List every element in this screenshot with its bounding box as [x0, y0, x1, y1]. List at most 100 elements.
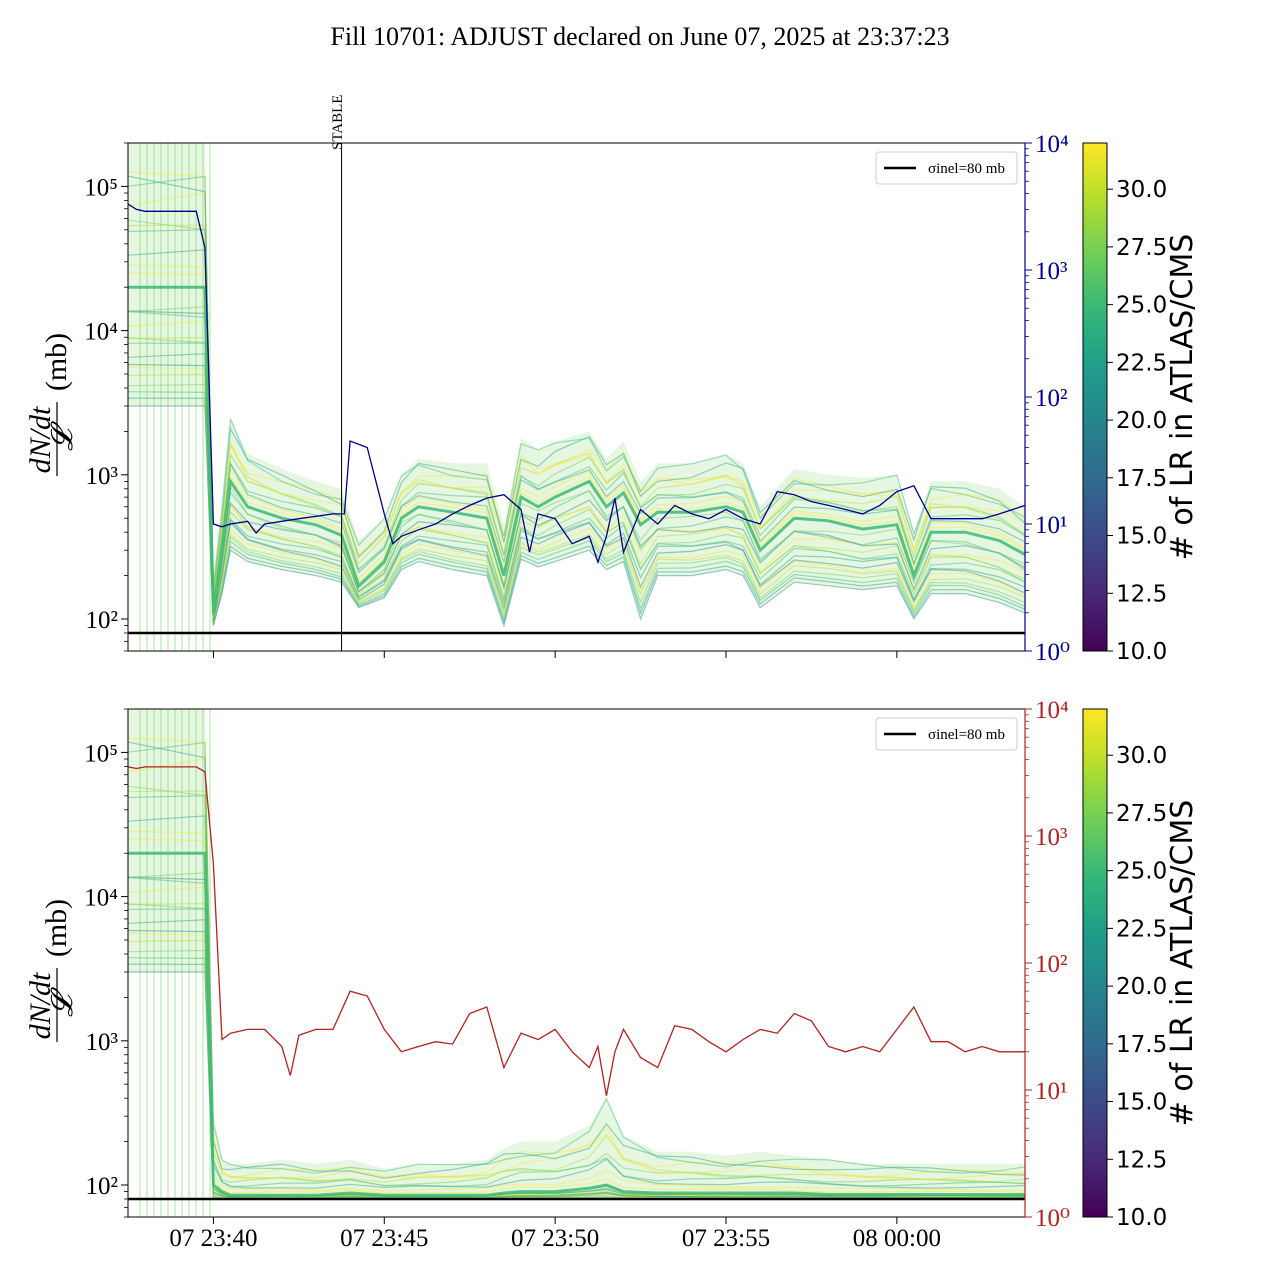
lr-series-line — [128, 397, 1025, 626]
lr-series-line — [128, 830, 1025, 1192]
colorbar-tick-label: 30.0 — [1116, 743, 1167, 769]
bottom-panel: 10² 10³ 10⁴ 10⁵ 10⁰ 10¹ 10² 10³ 10⁴ 07 23:40 07 … — [24, 697, 1070, 1252]
y-tick-label: 10⁵ — [84, 174, 118, 201]
lr-series-line — [128, 175, 1025, 586]
stable-marker: STABLE — [330, 95, 346, 150]
right-y-tick-label: 10³ — [1035, 824, 1068, 851]
right-y-tick-label: 10⁴ — [1035, 697, 1069, 724]
x-tick-label: 07 23:55 — [682, 1225, 770, 1252]
top-legend: σinel=80 mb — [875, 151, 1018, 185]
lr-series-line — [128, 737, 1025, 1179]
lr-series-line — [128, 171, 1025, 593]
lr-series-line — [128, 306, 1025, 615]
x-tick-label: 07 23:50 — [511, 1225, 599, 1252]
lr-series-line — [128, 919, 1025, 1199]
y-tick-label: 10⁴ — [84, 319, 118, 346]
lr-series-line — [128, 366, 1025, 623]
colorbar-tick-label: 30.0 — [1116, 177, 1167, 203]
y-tick-label: 10² — [86, 607, 119, 634]
lr-envelope-band — [128, 143, 1025, 626]
bottom-legend-label: σinel=80 mb — [928, 727, 1005, 743]
right-y-tick-label: 10⁰ — [1035, 1205, 1070, 1232]
colorbar-tick-label: 10.0 — [1116, 639, 1167, 665]
bottom-right-y-ticks: 10⁰ 10¹ 10² 10³ 10⁴ — [1024, 697, 1070, 1232]
colorbar-tick-label: 17.5 — [1116, 1032, 1167, 1058]
y-tick-label: 10² — [86, 1173, 119, 1200]
top-colorbar-ticks: 10.0 12.5 15.0 17.5 20.0 22.5 25.0 27.5 30.0 — [1107, 177, 1167, 665]
bottom-left-y-ticks: 10² 10³ 10⁴ 10⁵ — [84, 708, 128, 1218]
lr-series-center-line — [128, 851, 1025, 1197]
lr-series-line — [128, 192, 1025, 592]
figure-title: Fill 10701: ADJUST declared on June 07, … — [330, 22, 949, 51]
y-tick-label: 10³ — [86, 1029, 119, 1056]
lr-series-line — [128, 758, 1025, 1181]
bottom-colorbar-gradient — [1082, 708, 1108, 1218]
lr-series-line — [128, 373, 1025, 623]
right-axis-series-line — [128, 766, 1025, 1096]
colorbar-tick-label: 27.5 — [1116, 801, 1167, 827]
right-y-tick-label: 10³ — [1035, 258, 1068, 285]
y-tick-label: 10⁴ — [84, 885, 118, 912]
bottom-ylabel-numerator: dN/dt — [24, 972, 57, 1039]
top-colorbar: 10.0 12.5 15.0 17.5 20.0 22.5 25.0 27.5 30.0 # o… — [1082, 142, 1200, 665]
bottom-plot-area — [128, 709, 1025, 1217]
lr-series-line — [128, 838, 1025, 1194]
lr-series-line — [128, 311, 1025, 617]
x-tick-label: 07 23:45 — [340, 1225, 428, 1252]
bottom-colorbar-label: # of LR in ATLAS/CMS — [1165, 800, 1200, 1127]
colorbar-tick-label: 12.5 — [1116, 1147, 1167, 1173]
lr-series-line — [128, 175, 1025, 594]
lr-series-line — [128, 224, 1025, 598]
right-axis-series-line — [128, 203, 1025, 565]
right-y-tick-label: 10¹ — [1035, 1078, 1068, 1105]
bottom-ylabel-unit: (mb) — [40, 899, 73, 957]
top-ylabel-unit: (mb) — [40, 333, 73, 391]
right-y-tick-label: 10² — [1035, 385, 1068, 412]
lr-envelope-band — [128, 709, 1025, 1199]
lr-series-line — [128, 272, 1025, 611]
lr-series-line — [128, 785, 1025, 1187]
top-panel: 10² 10³ 10⁴ 10⁵ 10⁰ 10¹ 10² 10³ 10⁴ dN/dt 𝓛 (mb… — [24, 95, 1070, 666]
bottom-x-ticks: 07 23:40 07 23:45 07 23:50 07 23:55 08 00:00 — [169, 1217, 941, 1252]
lr-series-line — [128, 342, 1025, 620]
lr-series-line — [128, 741, 1025, 1179]
colorbar-tick-label: 20.0 — [1116, 974, 1167, 1000]
stable-label: STABLE — [330, 95, 346, 150]
lr-series-line — [128, 353, 1025, 620]
colorbar-tick-label: 25.0 — [1116, 859, 1167, 885]
top-left-y-ticks: 10² 10³ 10⁴ 10⁵ — [84, 142, 128, 652]
lr-series-line — [128, 337, 1025, 620]
lr-series-line — [128, 929, 1025, 1199]
lr-series-line — [128, 363, 1025, 622]
right-y-tick-label: 10¹ — [1035, 512, 1068, 539]
y-tick-label: 10⁵ — [84, 740, 118, 767]
lr-series-line — [128, 229, 1025, 602]
lr-series-line — [128, 790, 1025, 1183]
x-tick-label: 07 23:40 — [169, 1225, 257, 1252]
colorbar-tick-label: 12.5 — [1116, 581, 1167, 607]
lr-series-line — [128, 264, 1025, 609]
colorbar-tick-label: 22.5 — [1116, 350, 1167, 376]
right-y-tick-label: 10² — [1035, 951, 1068, 978]
lr-series-line — [128, 908, 1025, 1198]
right-y-tick-label: 10⁴ — [1035, 131, 1069, 158]
bottom-colorbar: 10.0 12.5 15.0 17.5 20.0 22.5 25.0 27.5 30.0 # o… — [1082, 708, 1200, 1231]
colorbar-tick-label: 27.5 — [1116, 235, 1167, 261]
lr-series-line — [128, 219, 1025, 603]
top-plot-area — [128, 143, 1025, 651]
colorbar-tick-label: 22.5 — [1116, 916, 1167, 942]
bottom-legend: σinel=80 mb — [875, 717, 1018, 751]
lr-series-line — [128, 383, 1025, 624]
top-legend-box — [875, 151, 1018, 185]
colorbar-tick-label: 25.0 — [1116, 293, 1167, 319]
bottom-y-axis-label: dN/dt 𝓛 (mb) — [24, 899, 79, 1042]
lr-series-line — [128, 795, 1025, 1188]
top-y-axis-label: dN/dt 𝓛 (mb) — [24, 333, 79, 476]
colorbar-tick-label: 20.0 — [1116, 408, 1167, 434]
lr-series-line — [128, 741, 1025, 1174]
colorbar-tick-label: 10.0 — [1116, 1205, 1167, 1231]
right-y-tick-label: 10⁰ — [1035, 639, 1070, 666]
lr-series-line — [128, 815, 1025, 1189]
lr-series-line — [128, 405, 1025, 628]
